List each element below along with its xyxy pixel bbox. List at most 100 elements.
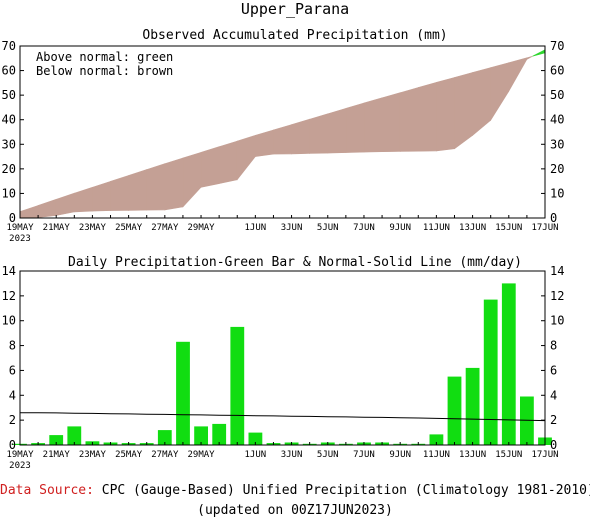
y-tick-label-left: 0 [9, 211, 16, 225]
year-label: 2023 [9, 234, 31, 244]
below-normal-area [146, 163, 166, 211]
x-tick-label: 21MAY [43, 223, 71, 233]
below-normal-area [363, 97, 383, 153]
below-normal-area [417, 82, 437, 152]
y-tick-label-left: 4 [9, 388, 16, 402]
y-tick-label-right: 60 [550, 64, 564, 78]
y-tick-label-right: 10 [550, 186, 564, 200]
y-tick-label-right: 2 [550, 413, 557, 427]
below-normal-area [309, 113, 329, 154]
below-normal-area [490, 62, 510, 122]
x-tick-label: 19MAY [6, 223, 34, 233]
normal-daily-line [20, 412, 546, 422]
below-normal-area [454, 72, 473, 150]
below-normal-area [526, 55, 533, 60]
below-normal-area [19, 205, 39, 219]
daily-precip-bar [212, 423, 227, 445]
daily-precip-bar [248, 432, 263, 445]
x-tick-label: 3JUN [281, 223, 303, 233]
legend-entry: Below normal: brown [36, 64, 173, 78]
y-tick-label-right: 0 [550, 438, 557, 452]
daily-precip-bar [465, 367, 480, 445]
y-tick-label-left: 0 [9, 438, 16, 452]
x-tick-label: 19MAY [6, 450, 34, 460]
y-tick-label-right: 20 [550, 162, 564, 176]
below-normal-area [436, 77, 455, 152]
daily-precip-bar [157, 430, 172, 445]
below-normal-area [236, 134, 256, 181]
plot-frame [19, 45, 546, 219]
daily-precip-bar [501, 283, 516, 445]
x-tick-label: 23MAY [79, 223, 107, 233]
below-normal-area [472, 67, 492, 137]
y-tick-label-right: 70 [550, 39, 564, 53]
x-tick-label: 17JUN [531, 450, 558, 460]
x-tick-label: 1JUN [245, 450, 267, 460]
x-tick-label: 21MAY [43, 450, 71, 460]
x-tick-label: 29MAY [187, 223, 215, 233]
below-normal-area [291, 118, 311, 155]
below-normal-area [255, 129, 274, 157]
x-tick-label: 13JUN [459, 223, 486, 233]
accumulated-chart-title: Observed Accumulated Precipitation (mm) [142, 28, 448, 43]
y-tick-label-left: 14 [2, 264, 16, 278]
daily-precip-bar [49, 435, 64, 445]
x-tick-label: 29MAY [187, 450, 215, 460]
x-tick-label: 3JUN [281, 450, 303, 460]
y-tick-label-right: 8 [550, 339, 557, 353]
below-normal-area [381, 92, 401, 153]
x-tick-label: 27MAY [151, 223, 179, 233]
daily-precip-bar [230, 326, 245, 445]
x-tick-label: 25MAY [115, 450, 143, 460]
y-tick-label-right: 0 [550, 211, 557, 225]
below-normal-area [200, 146, 220, 188]
x-tick-label: 13JUN [459, 450, 486, 460]
y-tick-label-left: 60 [2, 64, 16, 78]
below-normal-area [110, 175, 129, 211]
x-tick-label: 5JUN [317, 223, 339, 233]
below-normal-area [92, 180, 111, 212]
x-tick-label: 23MAY [79, 450, 107, 460]
data-source-text: CPC (Gauge-Based) Unified Precipitation … [101, 483, 590, 498]
below-normal-area [218, 140, 238, 184]
below-normal-area [128, 169, 147, 211]
x-tick-label: 15JUN [495, 450, 522, 460]
y-tick-label-right: 40 [550, 113, 564, 127]
daily-precip-bar [483, 299, 498, 445]
y-tick-label-right: 30 [550, 137, 564, 151]
below-normal-area [182, 151, 202, 208]
legend-entry: Above normal: green [36, 50, 173, 64]
daily-chart-title: Daily Precipitation-Green Bar & Normal-S… [68, 255, 522, 270]
x-tick-label: 9JUN [389, 223, 411, 233]
y-tick-label-right: 4 [550, 388, 557, 402]
y-tick-label-left: 10 [2, 186, 16, 200]
y-tick-label-left: 70 [2, 39, 16, 53]
below-normal-area [508, 57, 528, 93]
x-tick-label: 27MAY [151, 450, 179, 460]
y-tick-label-right: 50 [550, 88, 564, 102]
x-tick-label: 11JUN [423, 223, 450, 233]
daily-precip-bar [67, 426, 82, 445]
y-tick-label-left: 10 [2, 314, 16, 328]
x-tick-label: 15JUN [495, 223, 522, 233]
x-tick-label: 7JUN [353, 223, 375, 233]
data-source-line: Data Source: CPC (Gauge-Based) Unified P… [0, 483, 590, 498]
y-tick-label-left: 2 [9, 413, 16, 427]
y-tick-label-left: 6 [9, 363, 16, 377]
x-tick-label: 11JUN [423, 450, 450, 460]
below-normal-area [273, 124, 292, 155]
below-normal-area [37, 198, 57, 218]
y-tick-label-right: 10 [550, 314, 564, 328]
plot-frame [19, 270, 546, 446]
x-tick-label: 7JUN [353, 450, 375, 460]
above-normal-area [532, 49, 546, 57]
data-source-label: Data Source: [0, 483, 94, 498]
y-tick-label-right: 14 [550, 264, 564, 278]
below-normal-area [55, 192, 75, 216]
below-normal-area [327, 107, 347, 154]
daily-precip-bar [176, 341, 190, 445]
x-tick-label: 9JUN [389, 450, 411, 460]
y-tick-label-left: 40 [2, 113, 16, 127]
daily-precip-bar [429, 434, 444, 445]
